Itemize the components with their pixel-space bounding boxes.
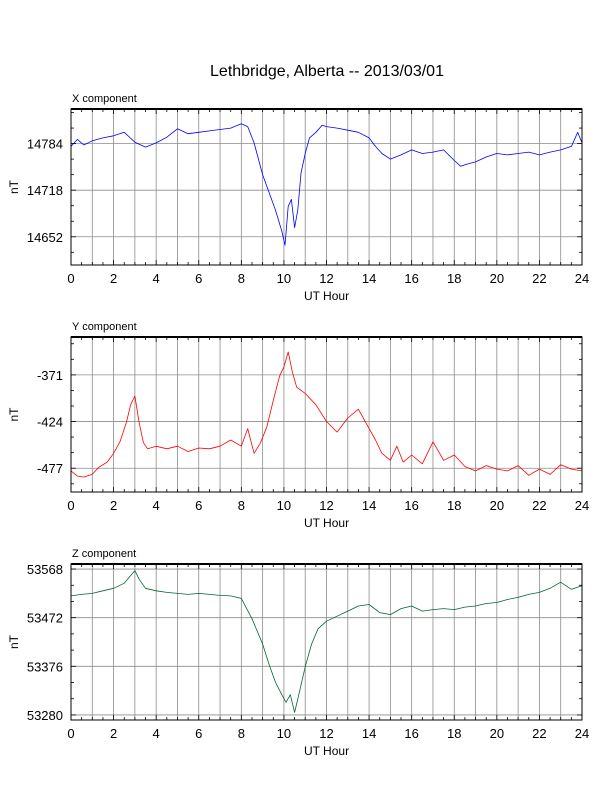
y-tick-label: 53568	[27, 562, 63, 577]
x-tick-label: 0	[67, 726, 74, 741]
data-line-1	[70, 123, 583, 246]
x-tick-label: 10	[277, 726, 291, 741]
x-tick-label: 20	[490, 498, 504, 513]
x-tick-label: 22	[532, 498, 546, 513]
x-tick-label: 4	[153, 726, 160, 741]
x-tick-label: 4	[153, 271, 160, 286]
y-tick-label: 14784	[27, 137, 63, 152]
x-axis-label: UT Hour	[304, 289, 349, 303]
x-tick-label: 8	[238, 271, 245, 286]
x-tick-label: 0	[67, 498, 74, 513]
x-tick-label: 8	[238, 726, 245, 741]
x-tick-label: 24	[575, 498, 589, 513]
x-tick-label: 16	[404, 271, 418, 286]
x-tick-label: 16	[404, 726, 418, 741]
x-tick-label: 2	[110, 726, 117, 741]
x-axis-label: UT Hour	[304, 516, 349, 530]
x-tick-label: 2	[110, 271, 117, 286]
x-tick-label: 22	[532, 726, 546, 741]
panel-3: 0 2 4 6 8 10 12 14 16 18 20 22 245328053376534725356…	[7, 548, 589, 758]
x-tick-label: 20	[490, 271, 504, 286]
x-tick-label: 20	[490, 726, 504, 741]
x-tick-label: 14	[362, 271, 376, 286]
x-tick-label: 0	[67, 271, 74, 286]
data-line-1	[70, 351, 583, 478]
y-axis-label: nT	[7, 179, 21, 194]
x-tick-label: 14	[362, 498, 376, 513]
y-tick-label: -477	[37, 461, 63, 476]
y-tick-label: 53280	[27, 708, 63, 723]
y-tick-label: -424	[37, 415, 63, 430]
x-tick-label: 16	[404, 498, 418, 513]
x-tick-label: 10	[277, 498, 291, 513]
x-tick-label: 6	[195, 271, 202, 286]
y-tick-label: 53376	[27, 659, 63, 674]
x-tick-label: 10	[277, 271, 291, 286]
x-tick-label: 4	[153, 498, 160, 513]
component-label: X component	[72, 93, 137, 105]
x-tick-label: 18	[447, 726, 461, 741]
component-label: Z component	[72, 548, 136, 560]
x-tick-label: 6	[195, 498, 202, 513]
y-axis-label: nT	[7, 407, 21, 422]
y-tick-label: -371	[37, 368, 63, 383]
x-tick-label: 12	[319, 498, 333, 513]
chart-title: Lethbridge, Alberta -- 2013/03/01	[210, 63, 444, 80]
x-tick-label: 18	[447, 271, 461, 286]
x-tick-label: 8	[238, 498, 245, 513]
x-tick-label: 18	[447, 498, 461, 513]
x-tick-label: 14	[362, 726, 376, 741]
x-axis-label: UT Hour	[304, 744, 349, 758]
y-tick-label: 14652	[27, 230, 63, 245]
x-tick-label: 22	[532, 271, 546, 286]
y-tick-label: 14718	[27, 183, 63, 198]
x-tick-label: 12	[319, 726, 333, 741]
data-line-1	[70, 570, 583, 713]
y-tick-label: 53472	[27, 611, 63, 626]
x-tick-label: 6	[195, 726, 202, 741]
x-tick-label: 24	[575, 271, 589, 286]
component-label: Y component	[72, 321, 137, 333]
x-tick-label: 12	[319, 271, 333, 286]
y-axis-label: nT	[7, 634, 21, 649]
x-tick-label: 2	[110, 498, 117, 513]
x-tick-label: 24	[575, 726, 589, 741]
